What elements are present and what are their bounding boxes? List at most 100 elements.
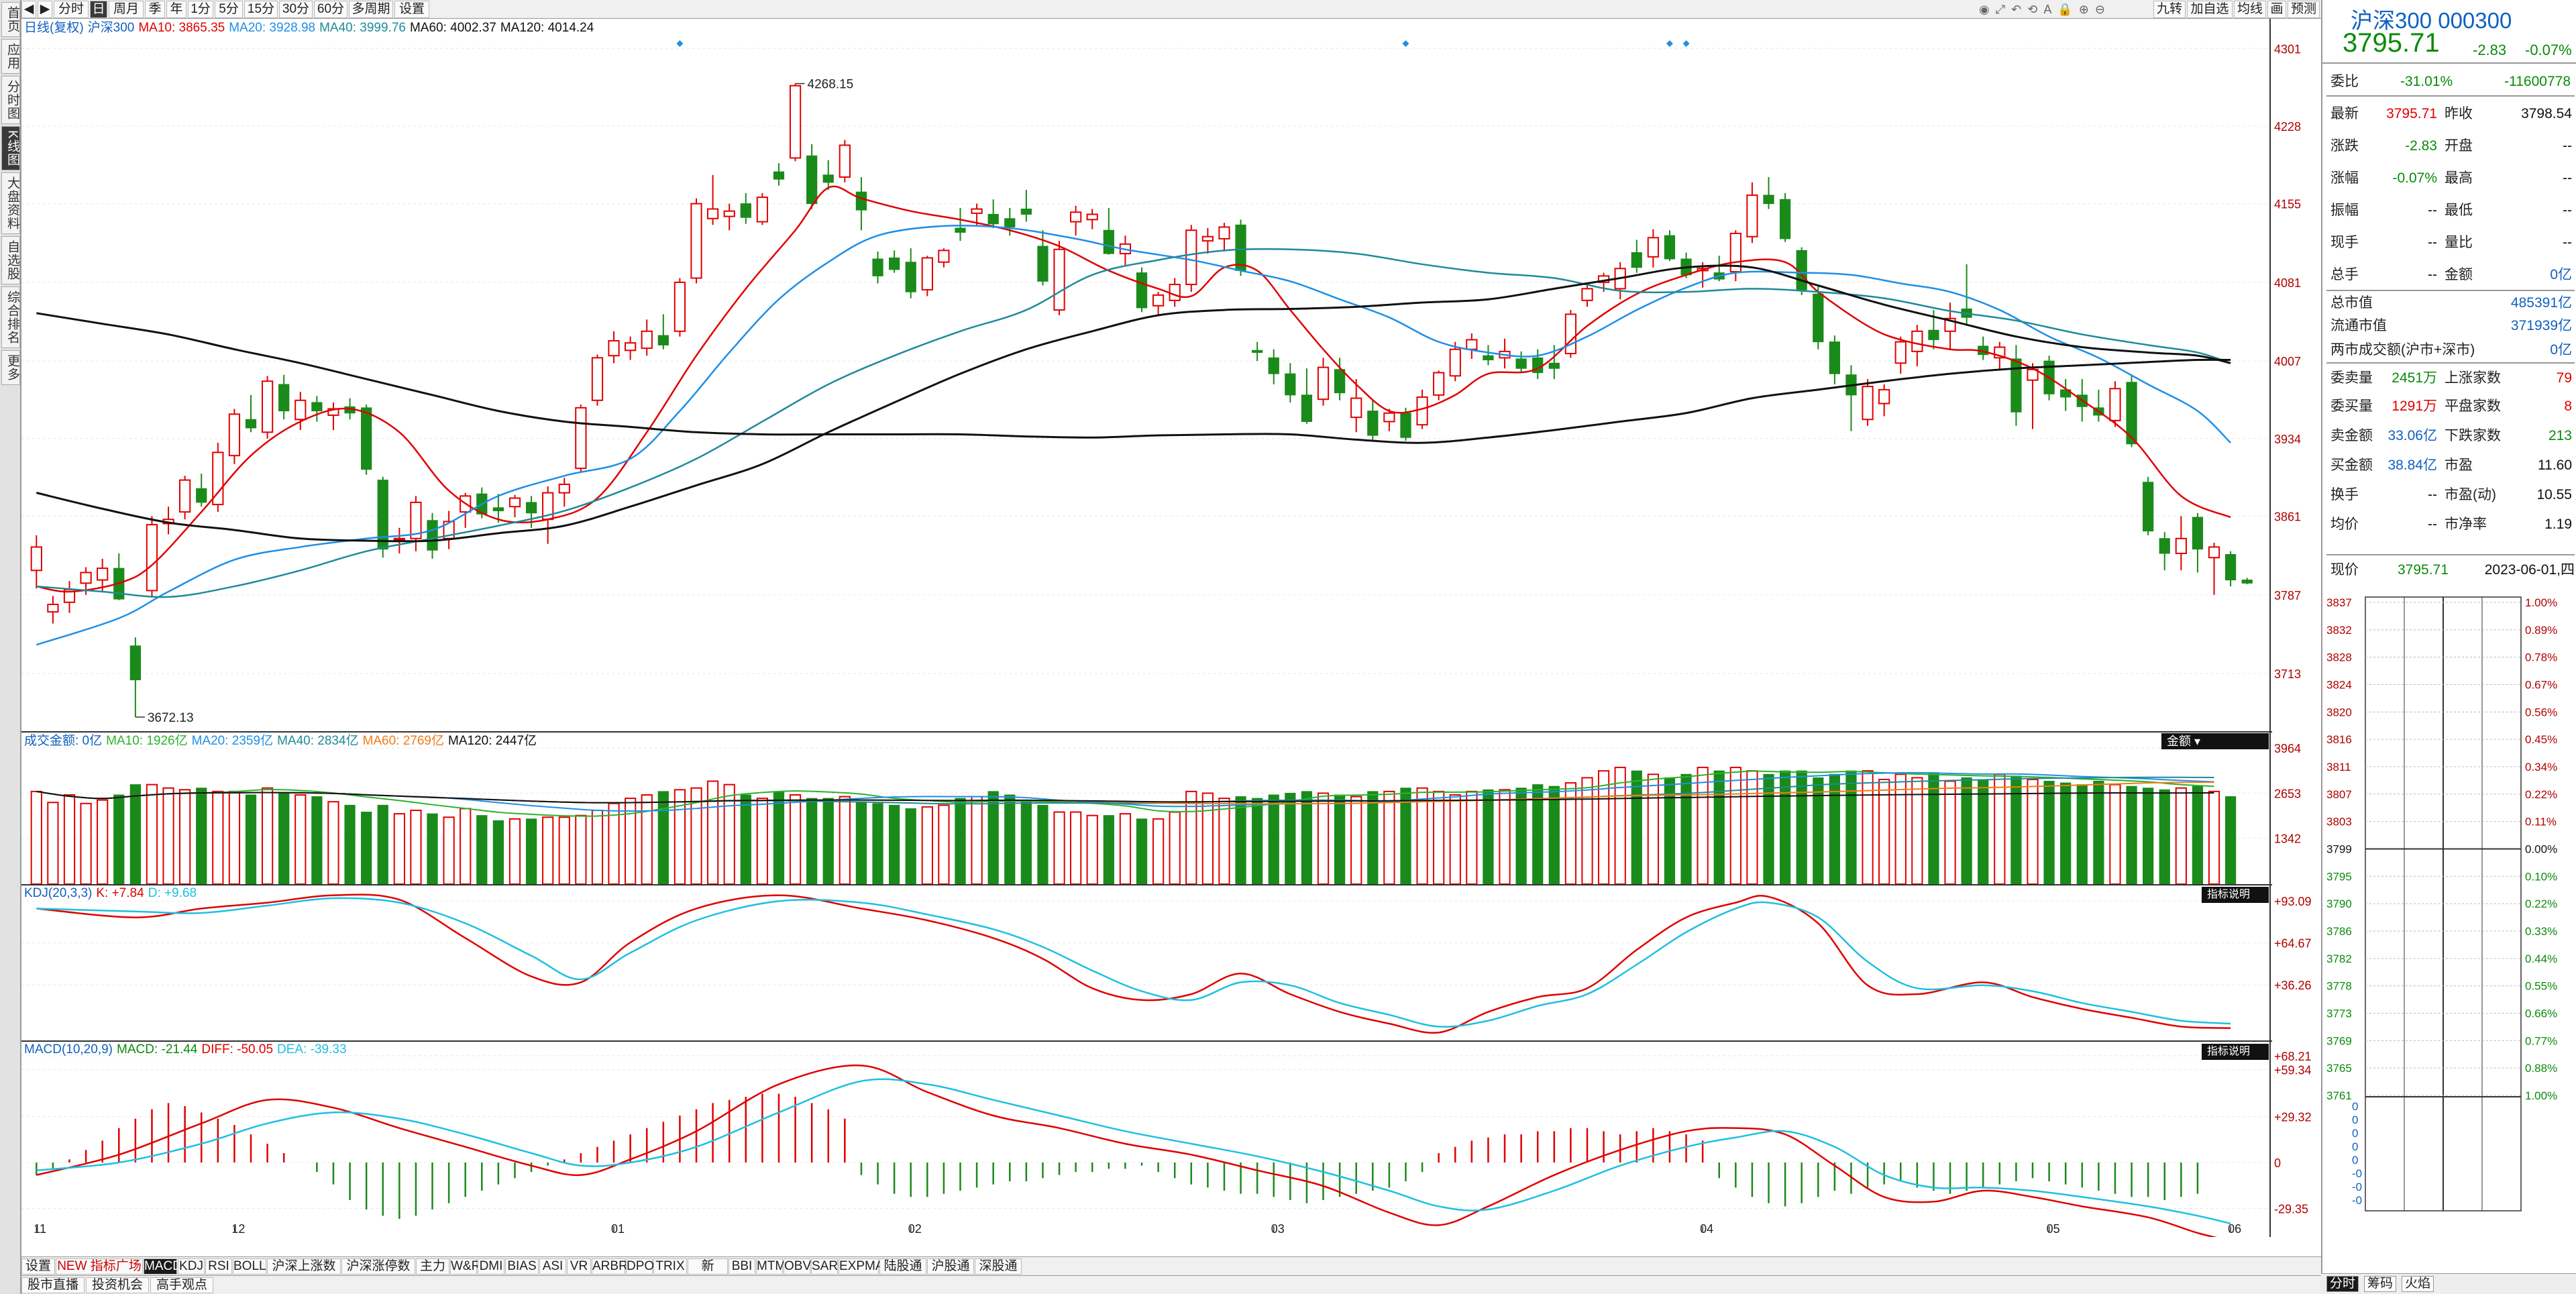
indicator-tab-13[interactable]: VR [567,1258,591,1275]
period-tab-6[interactable]: 5分 [215,1,243,18]
sidebar-item-5[interactable]: 自选股 [1,235,20,284]
indicator-tab-17[interactable]: 新DMA [688,1258,728,1288]
indicator-tab-10[interactable]: DMI [478,1258,504,1275]
event-marker-3[interactable] [1682,40,1690,47]
indicator-tab-1[interactable]: NEW 指标广场 [56,1258,143,1275]
indicator-tab-21[interactable]: SAR [811,1258,839,1275]
main_overlay-item-2: MA40: 3999.76 [319,21,406,35]
cap-row-2: 两市成交额(沪市+深市) 0亿 [2326,338,2575,362]
volume-mode-button[interactable]: 金额 ▾ [2161,733,2269,749]
period-tab-2[interactable]: 周月 [109,1,144,18]
toolbar-btn-4[interactable]: 预测 [2288,1,2320,18]
period-tab-10[interactable]: 多周期 [349,1,393,18]
period-tab-4[interactable]: 年 [166,1,186,18]
indicator-tab-5[interactable]: BOLL [233,1258,266,1275]
indicator-tab-12[interactable]: ASI [539,1258,566,1275]
expand-icon[interactable]: ⤢ [1995,3,2006,16]
mini-timeshare-chart[interactable]: 3837 1.00% 3832 0.89% 3828 0.78% 3824 0.67% 3820… [2322,590,2575,1268]
volume-overlay: 成交金额: 0亿 MA10: 1926亿 MA20: 2359亿 MA40: 2834… [24,733,541,749]
sidebar-item-7[interactable]: 更多 [1,349,20,385]
font-icon[interactable]: A [2043,3,2052,16]
indicator-tab-4[interactable]: RSI [205,1258,232,1275]
period-arrow-0[interactable]: ◀ [21,1,36,18]
volume-bar-98 [1647,773,1659,885]
sidebar-item-6[interactable]: 综合排名 [1,286,20,348]
volume-bar-20 [361,812,372,885]
sidebar-item-1[interactable]: 应用 [1,39,20,74]
quote-panel: 沪深300 000300 3795.71 -2.83 -0.07% 委比 -31… [2321,0,2576,1294]
indicator-tab-16[interactable]: TRIX [653,1258,687,1275]
volume-bar-105 [1763,773,1774,885]
period-tab-9[interactable]: 60分 [314,1,347,18]
period-tab-7[interactable]: 15分 [244,1,278,18]
volume-bar-81 [1367,791,1379,885]
indicator-tab-15[interactable]: DPO [626,1258,655,1275]
bottom-tab-0[interactable]: 股市直播 [21,1277,85,1293]
candle-11 [212,451,224,506]
toolbar-btn-0[interactable]: 九转 [2153,1,2186,18]
pane-divider-kdj[interactable] [21,884,2272,885]
lock-icon[interactable]: 🔒 [2057,3,2073,16]
event-marker-2[interactable] [1666,40,1673,47]
mini-pct-0: 1.00% [2525,596,2557,609]
zoom-out-icon[interactable]: ⊖ [2094,3,2105,16]
event-marker-0[interactable] [676,40,684,47]
indicator-tab-3[interactable]: KDJ [178,1258,205,1275]
quote-tab-0[interactable]: 分时 [2326,1276,2359,1292]
pane-divider-volume[interactable] [21,731,2272,733]
mini-price-8: 3803 [2326,816,2352,828]
sidebar-item-2[interactable]: 分时图 [1,76,20,124]
toolbar-btn-3[interactable]: 画 [2267,1,2286,18]
indicator-tab-8[interactable]: 主力 [416,1258,449,1275]
sidebar-item-3[interactable]: K线图 [1,126,20,170]
indicator-tab-2[interactable]: MACD [144,1258,182,1275]
indicator-tab-24[interactable]: 沪股通 [927,1258,974,1275]
indicator-tab-22[interactable]: EXPMA [839,1258,884,1275]
indicator-tab-23[interactable]: 陆股通 [879,1258,926,1275]
event-marker-1[interactable] [1402,40,1409,47]
toolbar-btn-2[interactable]: 均线 [2234,1,2266,18]
period-tab-8[interactable]: 30分 [279,1,313,18]
pane-divider-macd[interactable] [21,1040,2272,1042]
indicator-tab-0[interactable]: 设置 [21,1258,55,1275]
period-tab-5[interactable]: 1分 [188,1,213,18]
quote-tab-2[interactable]: 火焰 [2402,1276,2434,1292]
back-icon[interactable]: ↶ [2011,3,2022,16]
mini-price-18: 3761 [2326,1089,2352,1102]
indicator-tab-6[interactable]: 沪深上涨数 [267,1258,341,1275]
zoom-in-icon[interactable]: ⊕ [2078,3,2089,16]
indicator-tab-18[interactable]: BBI [729,1258,755,1275]
mini-price-5: 3816 [2326,733,2352,746]
indicator-tab-14[interactable]: ARBR [592,1258,628,1275]
stat_rows-v2-3: 11.60 [2538,457,2572,473]
indicator-tab-9[interactable]: W&R [450,1258,481,1275]
toolbar-btn-1[interactable]: 加自选 [2187,1,2233,18]
candle-80 [1350,397,1362,419]
undo-icon[interactable]: ⟲ [2027,3,2038,16]
bottom-tab-1[interactable]: 投资机会 [86,1277,149,1293]
volume-bar-3 [80,802,92,885]
period-tab-1[interactable]: 日 [90,1,107,18]
period-tab-11[interactable]: 设置 [394,1,429,18]
quote-tab-1[interactable]: 筹码 [2364,1276,2397,1292]
period-tab-3[interactable]: 季 [145,1,165,18]
sidebar-item-4[interactable]: 大盘资料 [1,172,20,234]
indicator-tab-25[interactable]: 深股通 [975,1258,1022,1275]
quote_rows-k2-4: 量比 [2445,235,2473,250]
indicator-tab-20[interactable]: OBV [784,1258,812,1275]
period-arrow-1[interactable]: ▶ [38,1,52,18]
candle-133 [2224,554,2237,581]
bottom-tab-2[interactable]: 高手观点 [150,1277,213,1293]
volume-bar-62 [1053,811,1065,885]
indicator-tab-11[interactable]: BIAS [505,1258,539,1275]
macd-help-button[interactable]: 指标说明 [2202,1044,2269,1060]
chart-canvas[interactable]: 4301 4228 4155 4081 4007 3934 3861 3787 3713 4268… [21,19,2321,1237]
kdj-help-button[interactable]: 指标说明 [2202,887,2269,903]
period-tab-0[interactable]: 分时 [54,1,89,18]
volume-bar-111 [1862,770,1874,885]
indicator-tab-19[interactable]: MTM [756,1258,786,1275]
eye-icon[interactable]: ◉ [1979,3,1990,16]
sidebar-item-0[interactable]: 首页 [1,2,20,37]
indicator-tab-7[interactable]: 沪深涨停数 [341,1258,415,1275]
